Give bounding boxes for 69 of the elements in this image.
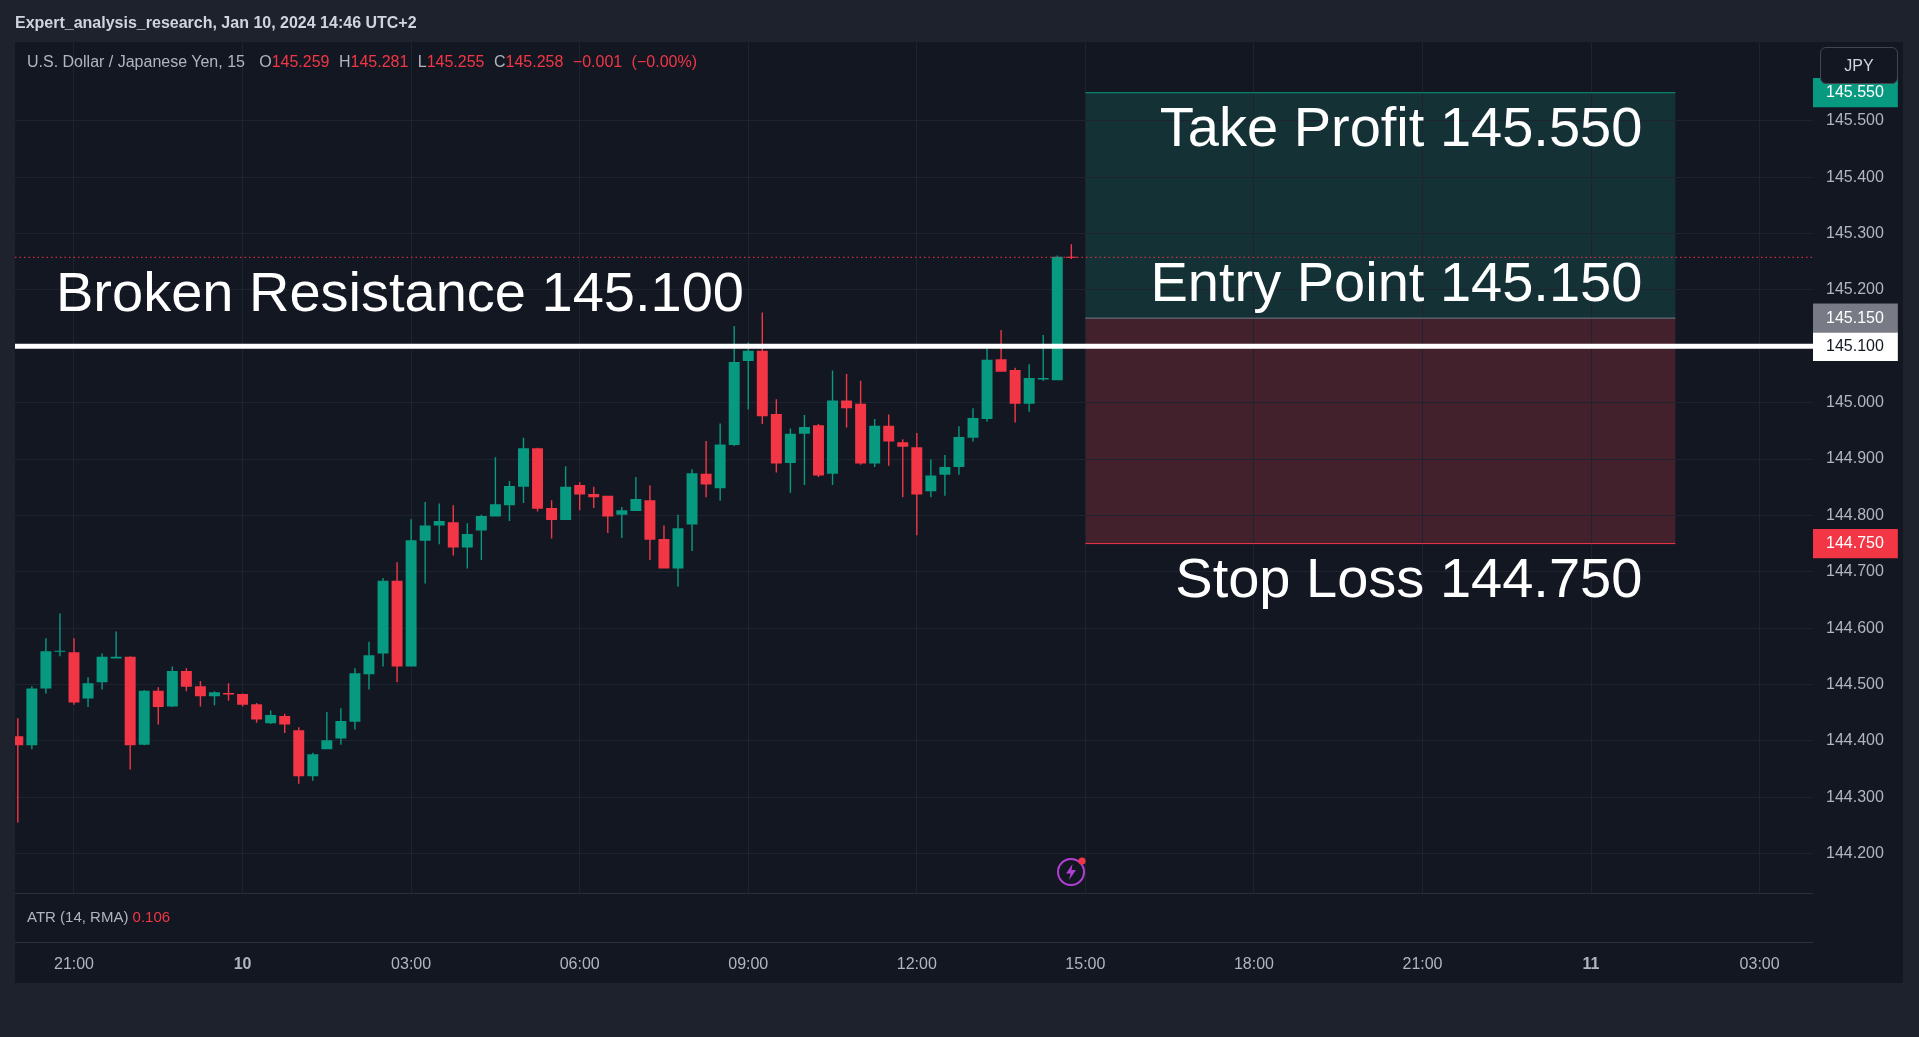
y-tick-label: 144.600 bbox=[1826, 618, 1884, 636]
candlestick bbox=[981, 348, 993, 422]
text: O145.259 H145.281 L145.255 C145.258 −0.001 (−0.00%) bbox=[259, 53, 697, 71]
candlestick bbox=[349, 668, 361, 730]
y-tick-label: 145.200 bbox=[1826, 280, 1884, 298]
y-tick-label: 144.800 bbox=[1826, 505, 1884, 523]
candlestick bbox=[644, 485, 656, 560]
x-tick-label: 21:00 bbox=[1402, 955, 1443, 973]
candlestick bbox=[616, 506, 628, 538]
y-tick-label: 144.750 bbox=[1826, 533, 1884, 551]
candlestick bbox=[1009, 367, 1021, 423]
y-tick-label: 145.400 bbox=[1826, 167, 1884, 185]
candlestick bbox=[714, 423, 726, 501]
y-tick-label: 144.400 bbox=[1826, 731, 1884, 749]
y-tick-label: 145.100 bbox=[1826, 336, 1884, 354]
x-tick-label: 03:00 bbox=[391, 955, 432, 973]
y-tick-label: 145.500 bbox=[1826, 111, 1884, 129]
candlestick bbox=[630, 477, 642, 511]
ref-line-label: Stop Loss 144.750 bbox=[1175, 545, 1643, 609]
candlestick bbox=[335, 708, 347, 745]
ref-line-label: Broken Resistance 145.100 bbox=[56, 260, 744, 324]
candlestick bbox=[925, 459, 937, 498]
candlestick bbox=[405, 519, 417, 667]
y-tick-label: 144.300 bbox=[1826, 787, 1884, 805]
candlestick bbox=[54, 613, 66, 657]
candlestick bbox=[321, 712, 333, 750]
y-tick-label: 145.300 bbox=[1826, 224, 1884, 242]
ref-line-label: Take Profit 145.550 bbox=[1159, 94, 1643, 158]
x-tick-label: 18:00 bbox=[1233, 955, 1275, 973]
y-tick-label: 144.900 bbox=[1826, 449, 1884, 467]
x-tick-label: 12:00 bbox=[896, 955, 937, 973]
x-tick-label: 03:00 bbox=[1739, 955, 1780, 973]
text: U.S. Dollar / Japanese Yen, 15 bbox=[27, 53, 246, 71]
x-tick-label: 06:00 bbox=[559, 955, 600, 973]
candlestick bbox=[911, 433, 923, 536]
y-tick-label: 144.200 bbox=[1826, 843, 1884, 861]
candlestick bbox=[82, 677, 94, 708]
candlestick bbox=[26, 686, 38, 750]
x-tick-label: 09:00 bbox=[728, 955, 769, 973]
candlestick bbox=[939, 455, 951, 496]
candlestick bbox=[658, 525, 670, 569]
candlestick bbox=[391, 562, 403, 683]
candlestick bbox=[363, 641, 375, 690]
candlestick bbox=[377, 577, 389, 667]
y-tick-label: 145.550 bbox=[1826, 83, 1884, 101]
candlestick bbox=[110, 631, 122, 659]
candlestick bbox=[124, 656, 136, 770]
x-tick-label: 11 bbox=[1582, 955, 1600, 973]
y-tick-label: 145.000 bbox=[1826, 393, 1884, 411]
candlestick bbox=[237, 693, 249, 707]
chart-subtitle: Expert_analysis_research, Jan 10, 2024 14:46 UTC+2 bbox=[15, 14, 417, 32]
candlestick bbox=[953, 426, 965, 475]
y-tick-label: 144.500 bbox=[1826, 674, 1884, 692]
candlestick bbox=[96, 653, 108, 690]
candlestick bbox=[532, 447, 544, 512]
ref-line-label: Entry Point 145.150 bbox=[1150, 250, 1643, 314]
candlestick bbox=[700, 441, 712, 498]
candlestick bbox=[995, 329, 1007, 372]
currency-button[interactable]: JPY bbox=[1820, 47, 1898, 84]
candlestick bbox=[40, 638, 52, 694]
y-tick-label: 144.700 bbox=[1826, 562, 1884, 580]
candlestick bbox=[686, 469, 698, 551]
text: ATR (14, RMA) 0.106 bbox=[27, 907, 171, 925]
y-tick-label: 145.150 bbox=[1826, 308, 1884, 326]
candlestick bbox=[419, 501, 431, 584]
candlestick bbox=[1023, 364, 1035, 412]
x-tick-label: 15:00 bbox=[1065, 955, 1106, 973]
x-tick-label: 21:00 bbox=[53, 955, 95, 973]
x-tick-label: 10 bbox=[233, 955, 252, 973]
